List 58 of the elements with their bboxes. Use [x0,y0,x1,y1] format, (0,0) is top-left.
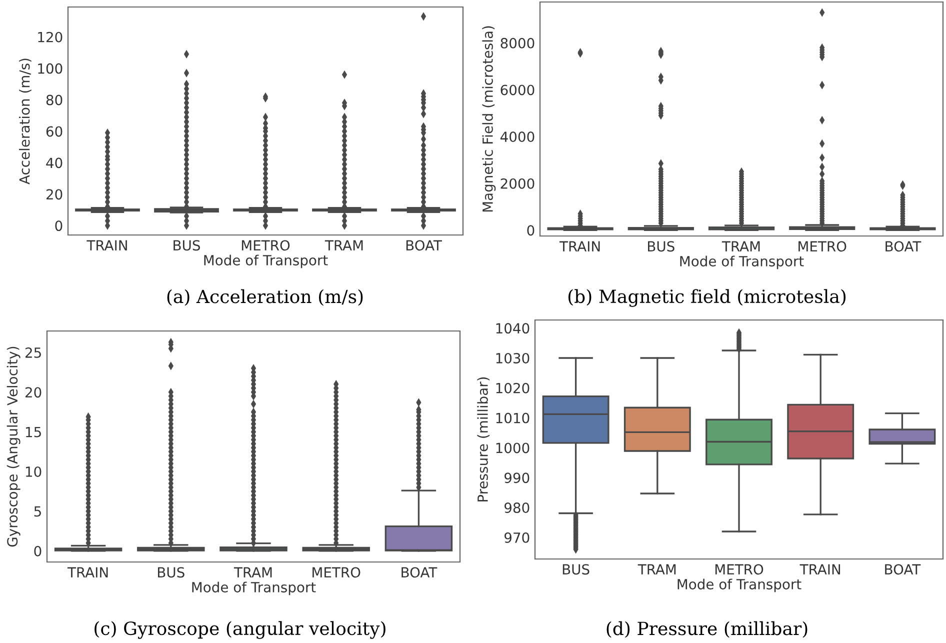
x-tick-label: TRAM [722,241,760,252]
x-tick-label: BOAT [402,567,438,578]
y-tick-label: 1040 [496,323,530,334]
y-tick-label: 60 [46,126,62,137]
x-tick-label: METRO [798,241,846,252]
y-tick-label: 25 [25,347,41,358]
text: (d) Pressure (millibar) [606,621,808,638]
y-tick-label: 4000 [500,132,534,142]
text: (c) Gyroscope (angular velocity) [94,621,386,639]
y-tick-label: 970 [504,532,530,543]
y-tick-label: 80 [46,94,62,106]
y-tick-label: 8000 [500,38,534,48]
x-tick-label: TRAM [234,567,272,578]
y-tick-label: 1000 [496,442,530,454]
y-tick-label: 1020 [496,382,530,394]
y-tick-label: 990 [504,472,530,484]
y-tick-label: 5 [34,506,41,517]
y-tick-label: 1030 [496,352,530,364]
y-axis-title: Pressure (millibar) [477,377,490,502]
y-tick-label: 2000 [500,178,534,189]
y-axis-title: Magnetic Field (microtesla) [482,26,496,212]
x-tick-label: METRO [242,240,290,251]
x-axis-title: Mode of Transport [678,578,802,592]
x-tick-label: BUS [648,241,674,252]
y-tick-label: 1010 [496,412,530,424]
y-tick-label: 0 [34,546,42,556]
x-axis-title: Mode of Transport [204,254,328,268]
x-tick-label: BOAT [886,241,922,252]
x-axis-title: Mode of Transport [680,256,804,270]
y-tick-label: 20 [25,387,42,398]
y-tick-label: 0 [527,225,534,236]
x-tick-label: TRAIN [86,240,127,250]
y-tick-label: 10 [26,466,42,477]
x-tick-label: BUS [562,564,590,575]
x-tick-label: BUS [158,567,184,578]
x-tick-label: METRO [715,564,764,575]
y-tick-label: 980 [504,502,530,514]
y-tick-label: 40 [46,158,62,168]
x-axis-title: Mode of Transport [192,582,316,596]
text: (b) Magnetic field (microtesla) [568,289,846,307]
y-tick-label: 0 [55,220,62,232]
x-tick-label: TRAIN [800,564,840,574]
x-tick-label: BUS [174,240,200,251]
x-tick-label: METRO [312,567,360,578]
y-tick-label: 6000 [500,84,534,96]
y-axis-title: Acceleration (m/s) [19,58,32,184]
x-tick-label: TRAIN [67,567,108,578]
x-tick-label: BOAT [885,564,921,575]
y-tick-label: 15 [26,426,41,438]
text: (a) Acceleration (m/s) [167,289,363,306]
y-tick-label: 20 [46,189,62,200]
y-axis-title: Gyroscope (Angular Velocity) [6,346,20,547]
y-tick-label: 100 [38,63,62,74]
y-tick-label: 120 [38,32,62,42]
x-tick-label: TRAM [324,240,363,250]
x-tick-label: TRAM [638,564,676,574]
x-tick-label: BOAT [406,240,442,251]
x-tick-label: TRAIN [559,241,600,252]
